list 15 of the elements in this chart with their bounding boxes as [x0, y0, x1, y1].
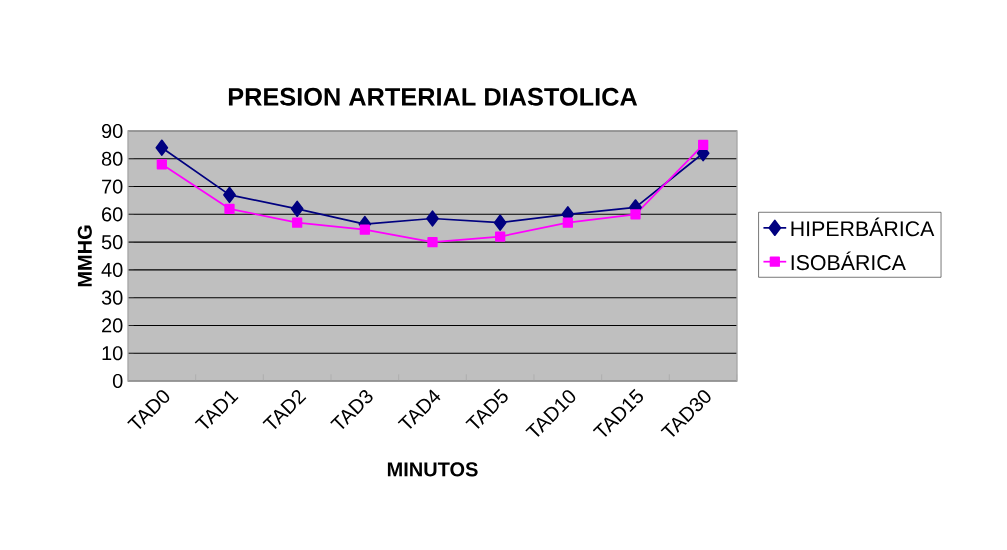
y-tick-label: 50 [101, 235, 123, 250]
y-tick-label: 30 [101, 290, 123, 305]
y-tick-label: 60 [102, 207, 123, 222]
y-axis-title: MMHG [77, 225, 92, 287]
y-tick-label: 80 [101, 151, 123, 166]
y-tick-label: 70 [102, 179, 123, 194]
y-tick-label: 0 [112, 373, 123, 389]
y-tick-label: 90 [101, 123, 123, 139]
y-tick-label: 10 [102, 346, 123, 361]
y-tick-label: 40 [101, 262, 123, 277]
legend-label: HIPERBÁRICA [791, 217, 935, 237]
legend-label: ISOBÁRICA [791, 251, 906, 271]
y-tick-label: 20 [102, 318, 123, 333]
x-axis-title: MINUTOS [387, 462, 478, 477]
chart-title: PRESION ARTERIAL DIASTOLICA [228, 87, 638, 106]
